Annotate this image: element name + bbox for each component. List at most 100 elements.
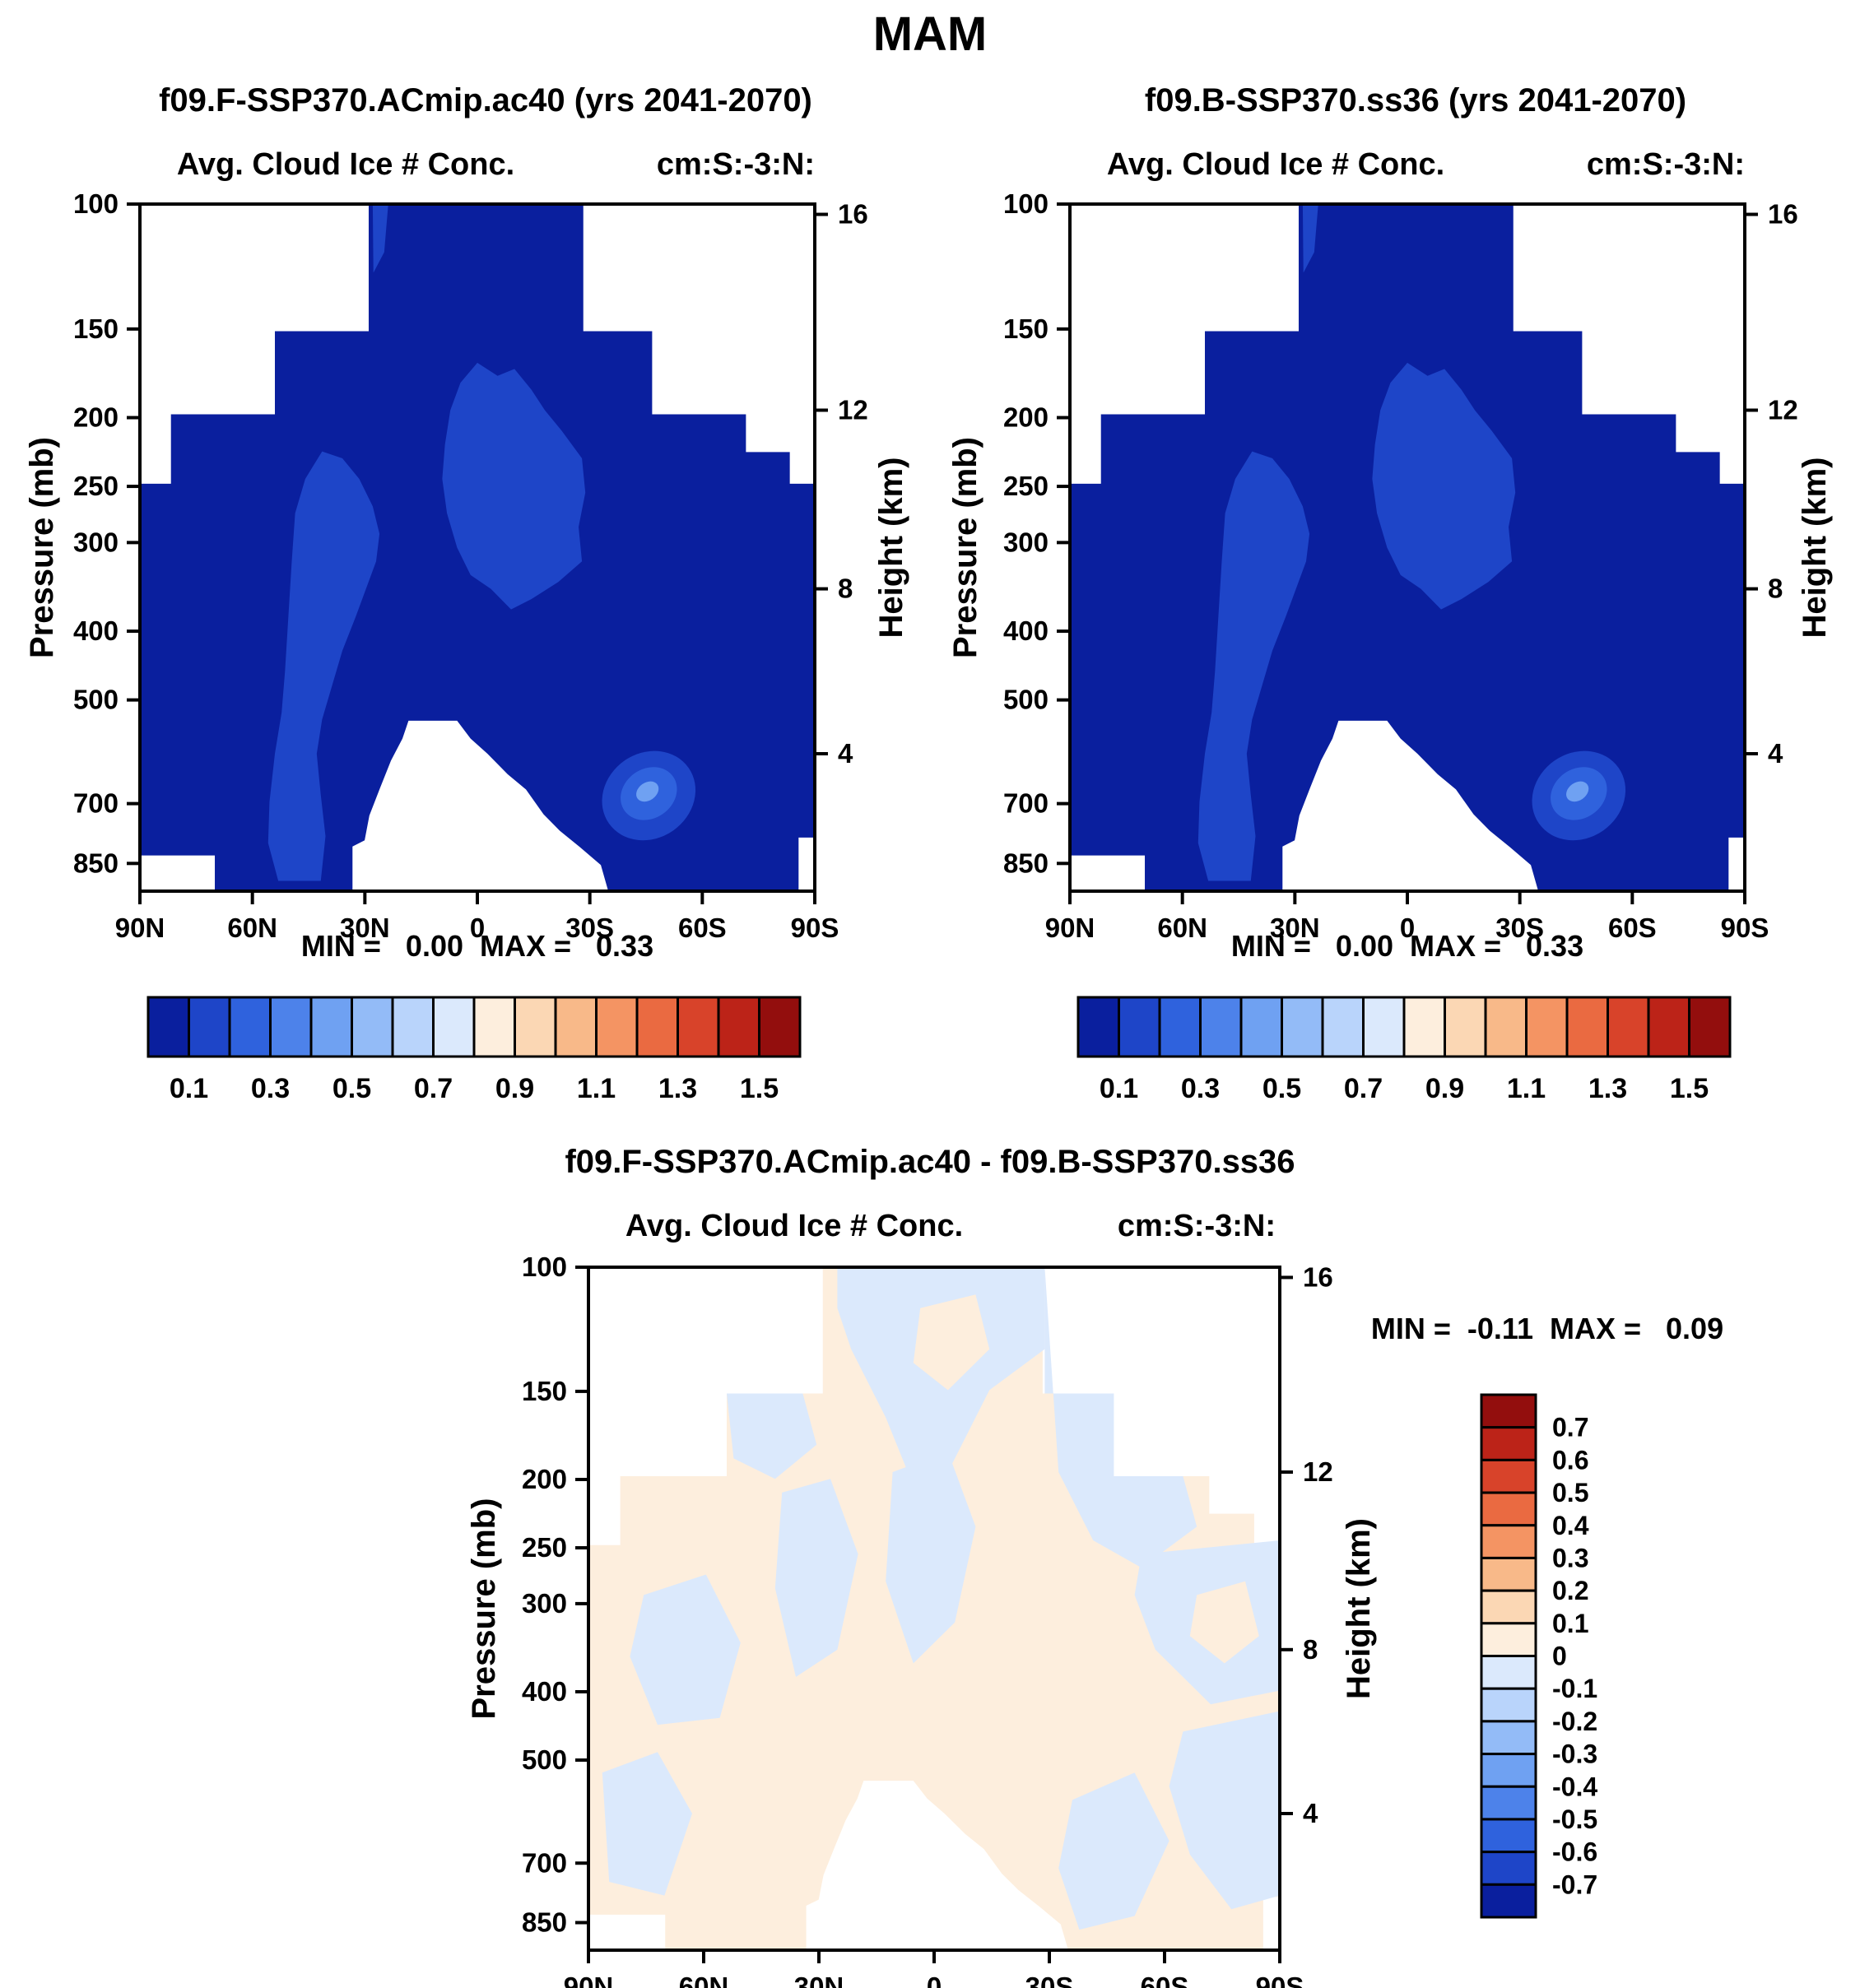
colorbar-cell [1480, 1883, 1537, 1919]
lat-tick-label: 0 [1400, 913, 1415, 943]
colorbar-cell [677, 996, 720, 1058]
sh-700mb-max-core [636, 781, 659, 802]
colorbar-label: 0.1 [170, 1073, 208, 1104]
pressure-tick-label: 500 [73, 685, 119, 715]
lat-tick-label: 30N [1270, 913, 1320, 943]
panel-1-title: f09.F-SSP370.ACmip.ac40 (yrs 2041-2070) [159, 82, 812, 118]
colorbar-cell [1362, 996, 1406, 1058]
colorbar-label: 0.7 [414, 1073, 453, 1104]
colorbar-label: 1.5 [1670, 1073, 1709, 1104]
lat-tick-label: 60S [1608, 913, 1657, 943]
colorbar-cell [1607, 996, 1650, 1058]
colorbar-label: -0.1 [1552, 1674, 1597, 1703]
lat-tick-label: 30S [565, 913, 614, 943]
colorbar-cell [1444, 996, 1487, 1058]
colorbar-label: 1.3 [658, 1073, 697, 1104]
colorbar-cell [1688, 996, 1732, 1058]
panel-2-title: f09.B-SSP370.ss36 (yrs 2041-2070) [1144, 82, 1687, 118]
colorbar-cell [1480, 1393, 1537, 1429]
pressure-tick-label: 700 [522, 1847, 567, 1878]
colorbar-label: 0.5 [1552, 1478, 1588, 1507]
neg-patch-nh-streak [774, 1479, 858, 1677]
colorbar-cell [1076, 996, 1120, 1058]
height-tick-label: 8 [1303, 1634, 1318, 1665]
pressure-tick-label: 200 [1003, 402, 1049, 433]
colorbar-cell [1118, 996, 1161, 1058]
pressure-tick-label: 100 [73, 188, 119, 219]
pressure-tick-label: 850 [1003, 848, 1049, 878]
colorbar-label: -0.3 [1552, 1740, 1597, 1769]
colorbar-label: -0.6 [1552, 1837, 1597, 1867]
pressure-tick-label: 400 [1003, 615, 1049, 646]
lat-tick-label: 0 [470, 913, 485, 943]
panel-3-plot: 90N 60N 30N 0 30S 60S 90S 100 150 200 250 300 400 500… [466, 1252, 1597, 1988]
lat-tick-label: 60S [678, 913, 727, 943]
pressure-tick-label: 500 [1003, 685, 1049, 715]
pressure-tick-label: 100 [1003, 188, 1049, 219]
colorbar-label: 0.1 [1100, 1073, 1138, 1104]
neg-patch-top-left-step [727, 1393, 817, 1479]
colorbar-cell [1480, 1818, 1537, 1854]
colorbar-cell [1647, 996, 1690, 1058]
colorbar-label: 0.5 [1262, 1073, 1301, 1104]
colorbar-cell [1480, 1687, 1537, 1723]
panel-1-colorbar: 0.1 0.3 0.5 0.7 0.9 1.1 1.3 1.5 [146, 996, 802, 1104]
panel-2-contour-field [1070, 204, 1745, 891]
pressure-tick-label: 300 [522, 1588, 567, 1619]
colorbar-cell [1480, 1753, 1537, 1788]
panel-1-minmax: MIN = 0.00 MAX = 0.33 [300, 929, 654, 963]
surface-mask [1282, 720, 1539, 891]
pressure-tick-label: 400 [522, 1676, 567, 1707]
pressure-tick-label: 150 [1003, 314, 1049, 344]
tropical-upper-trop-band-0p1-0p2 [1372, 362, 1516, 610]
panel-1-plot: 90N 60N 30N 0 30S 60S 90S 100 150 200 250 300 400 500… [24, 188, 909, 1104]
lat-tick-label: 30N [340, 913, 390, 943]
lat-tick-label: 30S [1025, 1972, 1074, 1988]
height-tick-label: 4 [1303, 1798, 1318, 1828]
lat-tick-label: 90S [1721, 913, 1769, 943]
colorbar-cell [1484, 996, 1528, 1058]
colorbar-label: 0.5 [332, 1073, 371, 1104]
colorbar-label: -0.5 [1552, 1805, 1597, 1834]
panel-3-title: f09.F-SSP370.ACmip.ac40 - f09.B-SSP370.s… [565, 1144, 1295, 1180]
pressure-axis-title: Pressure (mb) [947, 437, 983, 658]
colorbar-cell [1199, 996, 1243, 1058]
lat-tick-label: 30N [794, 1972, 844, 1988]
colorbar-label: 0.1 [1552, 1609, 1588, 1638]
pressure-tick-label: 250 [1003, 471, 1049, 501]
nh-midlat-band-0p1-0p2 [1197, 451, 1310, 881]
colorbar-label: 0.3 [1181, 1073, 1220, 1104]
tropical-upper-trop-band-0p1-0p2 [442, 362, 586, 610]
colorbar-cell [146, 996, 190, 1058]
pressure-tick-label: 500 [522, 1744, 567, 1775]
lat-tick-label: 90S [1256, 1972, 1304, 1988]
colorbar-cell [1480, 1458, 1537, 1494]
lat-tick-label: 60S [1141, 1972, 1189, 1988]
height-axis-title: Height (km) [873, 458, 909, 639]
colorbar-cell [1480, 1622, 1537, 1657]
colorbar-cell [514, 996, 557, 1058]
height-tick-label: 8 [1768, 574, 1783, 604]
pressure-tick-label: 850 [73, 848, 119, 878]
lat-tick-label: 0 [927, 1972, 942, 1988]
panel-2-colorbar: 0.1 0.3 0.5 0.7 0.9 1.1 1.3 1.5 [1076, 996, 1732, 1104]
colorbar-cell [1321, 996, 1365, 1058]
colorbar-label: 0.3 [251, 1073, 290, 1104]
height-axis-title: Height (km) [1341, 1518, 1377, 1699]
colorbar-label: -0.7 [1552, 1870, 1597, 1899]
neg-patch-upper-right [1044, 1267, 1197, 1568]
pressure-tick-label: 250 [522, 1532, 567, 1563]
neg-patch-center [886, 1452, 976, 1664]
colorbar-label: 1.5 [740, 1073, 779, 1104]
pressure-tick-label: 300 [73, 527, 119, 557]
colorbar-label: 0 [1552, 1642, 1567, 1671]
colorbar-cell [758, 996, 802, 1058]
colorbar-cell [1480, 1491, 1537, 1527]
colorbar-label: 1.3 [1588, 1073, 1627, 1104]
colorbar-label: 0.7 [1344, 1073, 1383, 1104]
panel-1-subtitle-variable: Avg. Cloud Ice # Conc. [176, 147, 515, 182]
pressure-tick-label: 200 [73, 402, 119, 433]
panel-2-plot: 90N 60N 30N 0 30S 60S 90S 100 150 200 250 300 400 500… [947, 188, 1833, 1104]
colorbar-cell [1480, 1851, 1537, 1886]
